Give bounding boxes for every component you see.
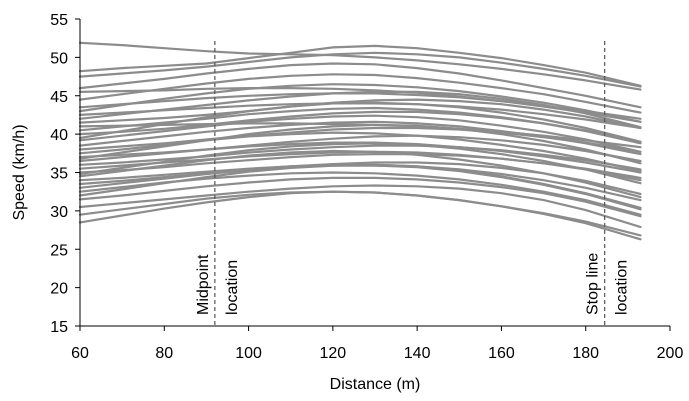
- tick-marks: 60 80 100 120 140 160 180 200 15 20 25 30 35 40 45 50 55: [50, 12, 683, 362]
- annotation-label-2-a: Stop line: [585, 253, 602, 315]
- y-tick-label: 20: [50, 281, 68, 298]
- y-tick-label: 40: [50, 127, 68, 144]
- speed-profile-line-10: [78, 110, 642, 145]
- speed-profile-line-30: [78, 92, 642, 120]
- speed-profile-line-6: [78, 83, 642, 123]
- speed-profile-line-13: [78, 126, 642, 153]
- speed-profile-line-1: [78, 41, 642, 91]
- annotation-label-1-b: location: [224, 260, 241, 315]
- speed-profile-line-36: [78, 102, 642, 130]
- speed-profile-line-14: [78, 131, 642, 173]
- speed-profile-line-35: [78, 122, 642, 149]
- speed-profile-line-25: [78, 176, 642, 218]
- speed-profile-line-4: [78, 62, 642, 109]
- y-tick-label: 15: [50, 319, 68, 336]
- speed-profile-line-19: [78, 153, 642, 179]
- speed-profile-line-2: [78, 44, 642, 87]
- speed-profile-line-32: [78, 123, 642, 165]
- y-tick-label: 55: [50, 12, 68, 29]
- y-tick-label: 35: [50, 166, 68, 183]
- x-tick-label: 180: [572, 345, 599, 362]
- speed-profile-line-26: [78, 184, 642, 229]
- annotation-label-1-a: Midpoint: [195, 254, 212, 315]
- speed-profile-line-8: [78, 98, 642, 130]
- series-lines: [78, 41, 642, 241]
- annotation-markers: Midpoint location Stop line location: [195, 41, 631, 326]
- speed-profile-line-28: [78, 190, 642, 237]
- y-tick-label: 30: [50, 204, 68, 221]
- x-tick-label: 140: [404, 345, 431, 362]
- x-tick-label: 200: [657, 345, 684, 362]
- speed-profile-line-11: [78, 114, 642, 153]
- x-axis-title: Distance (m): [330, 376, 421, 393]
- y-tick-label: 50: [50, 50, 68, 67]
- x-tick-label: 100: [235, 345, 262, 362]
- x-tick-label: 80: [155, 345, 173, 362]
- speed-profile-line-5: [78, 73, 642, 114]
- annotation-label-2-b: location: [614, 260, 631, 315]
- y-axis-title: Speed (km/h): [11, 124, 28, 220]
- speed-profile-line-3: [78, 51, 642, 88]
- speed-profile-line-22: [78, 161, 642, 196]
- x-tick-label: 160: [488, 345, 515, 362]
- y-tick-label: 25: [50, 242, 68, 259]
- speed-profile-line-17: [78, 144, 642, 171]
- y-tick-label: 45: [50, 89, 68, 106]
- x-tick-label: 120: [320, 345, 347, 362]
- speed-profile-line-34: [78, 163, 642, 209]
- x-tick-label: 60: [71, 345, 89, 362]
- speed-profile-line-33: [78, 142, 642, 185]
